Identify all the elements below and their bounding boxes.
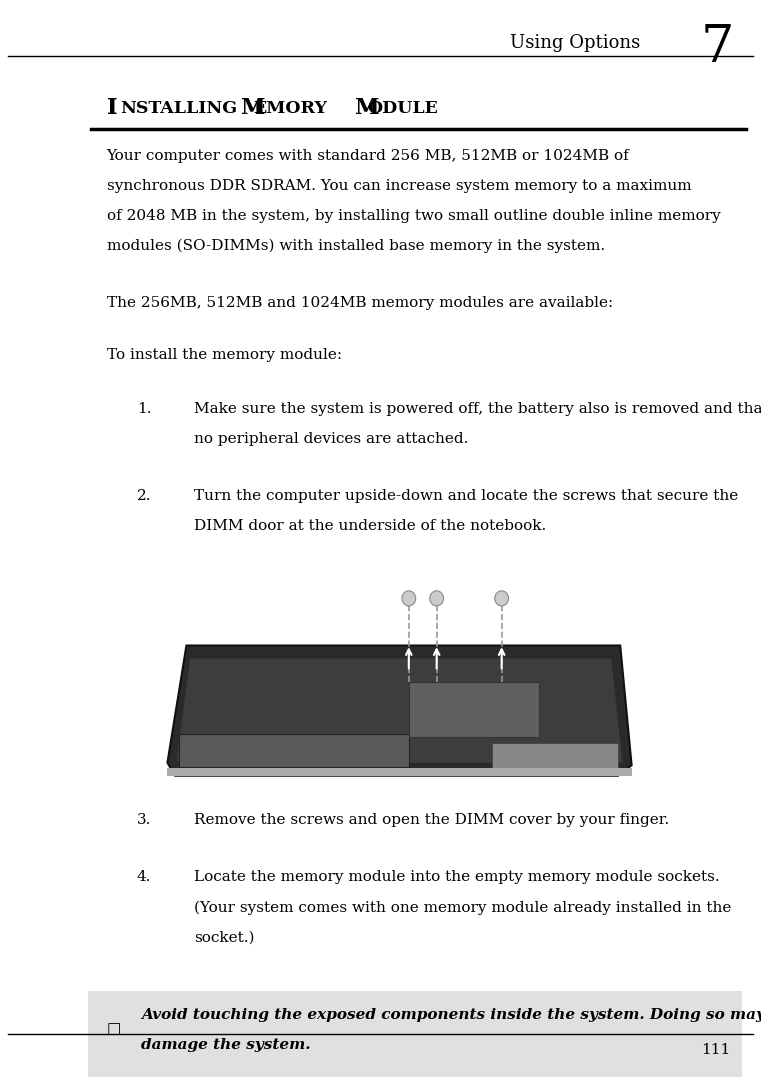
- FancyBboxPatch shape: [145, 571, 654, 792]
- Text: Your computer comes with standard 256 MB, 512MB or 1024MB of: Your computer comes with standard 256 MB…: [107, 149, 629, 163]
- Text: 7: 7: [701, 22, 734, 72]
- Text: NSTALLING: NSTALLING: [120, 100, 237, 117]
- Polygon shape: [167, 645, 632, 775]
- Text: 1.: 1.: [137, 402, 151, 416]
- Text: damage the system.: damage the system.: [141, 1038, 310, 1052]
- Text: Avoid touching the exposed components inside the system. Doing so may: Avoid touching the exposed components in…: [141, 1008, 761, 1022]
- Text: Make sure the system is powered off, the battery also is removed and that: Make sure the system is powered off, the…: [194, 402, 761, 416]
- Text: M: M: [354, 97, 378, 118]
- Text: (Your system comes with one memory module already installed in the: (Your system comes with one memory modul…: [194, 900, 731, 914]
- Text: EMORY: EMORY: [253, 100, 327, 117]
- Text: To install the memory module:: To install the memory module:: [107, 348, 342, 362]
- Text: ODULE: ODULE: [368, 100, 438, 117]
- Text: Locate the memory module into the empty memory module sockets.: Locate the memory module into the empty …: [194, 870, 720, 884]
- Ellipse shape: [495, 591, 508, 606]
- Text: 2.: 2.: [137, 489, 151, 503]
- FancyBboxPatch shape: [492, 743, 618, 775]
- Text: The 256MB, 512MB and 1024MB memory modules are available:: The 256MB, 512MB and 1024MB memory modul…: [107, 296, 613, 310]
- Text: socket.): socket.): [194, 931, 255, 945]
- Text: M: M: [240, 97, 264, 118]
- Text: □: □: [107, 1023, 121, 1036]
- Text: Turn the computer upside-down and locate the screws that secure the: Turn the computer upside-down and locate…: [194, 489, 738, 503]
- Text: of 2048 MB in the system, by installing two small outline double inline memory: of 2048 MB in the system, by installing …: [107, 209, 721, 223]
- Ellipse shape: [402, 591, 416, 606]
- Text: Using Options: Using Options: [510, 34, 640, 53]
- FancyBboxPatch shape: [88, 991, 742, 1077]
- Text: DIMM door at the underside of the notebook.: DIMM door at the underside of the notebo…: [194, 519, 546, 533]
- Polygon shape: [179, 735, 409, 767]
- Ellipse shape: [430, 591, 444, 606]
- Polygon shape: [409, 682, 539, 737]
- Text: I: I: [107, 97, 117, 118]
- Text: I: I: [107, 97, 117, 118]
- Text: no peripheral devices are attached.: no peripheral devices are attached.: [194, 432, 469, 446]
- Text: Remove the screws and open the DIMM cover by your finger.: Remove the screws and open the DIMM cove…: [194, 813, 670, 827]
- FancyBboxPatch shape: [167, 768, 632, 775]
- Text: 4.: 4.: [137, 870, 151, 884]
- Text: synchronous DDR SDRAM. You can increase system memory to a maximum: synchronous DDR SDRAM. You can increase …: [107, 179, 691, 193]
- Text: modules (SO-DIMMs) with installed base memory in the system.: modules (SO-DIMMs) with installed base m…: [107, 239, 605, 253]
- Polygon shape: [177, 658, 622, 763]
- Text: 111: 111: [702, 1043, 731, 1057]
- Text: 3.: 3.: [137, 813, 151, 827]
